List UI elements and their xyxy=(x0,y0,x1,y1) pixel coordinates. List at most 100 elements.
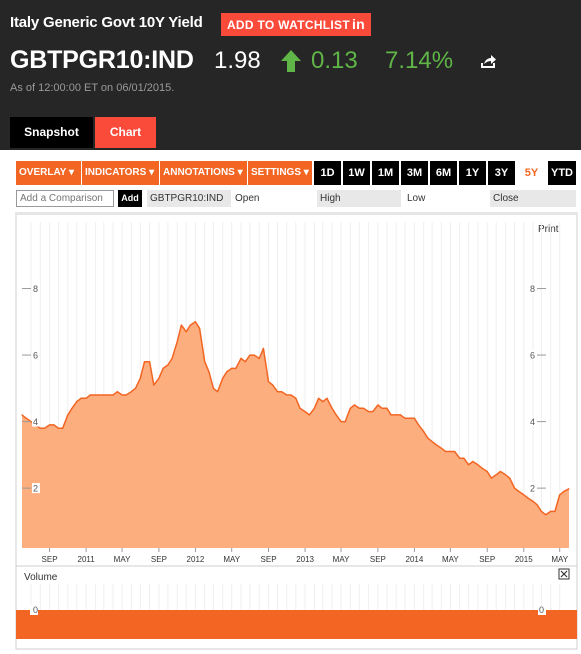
y-tick-label: 2 xyxy=(33,484,38,494)
volume-grid-lines xyxy=(30,584,561,610)
volume-tick-bg xyxy=(30,605,38,615)
data-point xyxy=(331,407,333,409)
range-1d-button[interactable]: 1D xyxy=(314,161,341,185)
data-point xyxy=(390,414,392,416)
annotations-menu[interactable]: ANNOTATIONS ▾ xyxy=(160,161,248,185)
range-1m-button[interactable]: 1M xyxy=(372,161,399,185)
data-point xyxy=(295,397,297,399)
range-3y-button[interactable]: 3Y xyxy=(488,161,515,185)
overlay-menu[interactable]: OVERLAY ▾ xyxy=(16,161,82,185)
y-tick-label: 8 xyxy=(33,284,38,294)
data-point xyxy=(459,457,461,459)
range-1w-button[interactable]: 1W xyxy=(343,161,370,185)
x-tick-label: SEP xyxy=(261,555,277,564)
range-6m-button[interactable]: 6M xyxy=(430,161,457,185)
indicators-menu[interactable]: INDICATORS ▾ xyxy=(82,161,160,185)
data-point xyxy=(158,377,160,379)
share-icon[interactable] xyxy=(479,54,497,70)
data-point xyxy=(504,474,507,476)
data-point xyxy=(217,391,219,393)
x-tick-label: SEP xyxy=(151,555,167,564)
close-icon[interactable] xyxy=(560,570,568,578)
data-point xyxy=(427,437,429,439)
volume-close-icon[interactable] xyxy=(558,568,570,580)
x-tick-label: 2015 xyxy=(515,555,533,564)
data-point xyxy=(368,411,370,413)
add-comparison-button[interactable]: Add xyxy=(118,190,142,207)
data-point xyxy=(486,470,488,473)
data-point xyxy=(527,497,529,499)
add-to-watchlist-button[interactable]: ADD TO WATCHLIST in xyxy=(221,13,371,36)
data-point xyxy=(536,504,538,506)
x-tick-label: MAY xyxy=(551,555,568,564)
x-tick-label: 2011 xyxy=(78,555,96,564)
data-point xyxy=(125,394,127,396)
data-point xyxy=(212,387,214,389)
range-3m-button[interactable]: 3M xyxy=(401,161,428,185)
range-5y-button[interactable]: 5Y xyxy=(518,161,545,185)
data-point xyxy=(308,414,310,416)
data-point xyxy=(286,394,288,396)
tab-snapshot[interactable]: Snapshot xyxy=(10,117,93,148)
y-tick-bg xyxy=(32,350,40,361)
data-point xyxy=(112,394,114,396)
data-point xyxy=(204,361,206,363)
up-arrow-icon xyxy=(281,50,301,72)
data-point xyxy=(43,427,46,429)
data-point xyxy=(435,444,437,446)
data-point xyxy=(143,361,146,363)
y-tick-bg xyxy=(32,483,40,494)
data-point xyxy=(344,421,346,423)
data-point xyxy=(189,324,191,326)
yield-chart: Print 2 2 4 4 6 6 8 8 SEP 2011 MAY SEP 2012 MAY SEP 20… xyxy=(15,212,578,650)
data-point xyxy=(281,391,283,393)
volume-tick-label: 0 xyxy=(33,605,38,615)
chart-toolbar: OVERLAY ▾ INDICATORS ▾ ANNOTATIONS ▾ SET… xyxy=(16,161,576,185)
watchlist-in-icon: in xyxy=(351,16,366,32)
last-price: 1.98 xyxy=(214,47,261,74)
data-point xyxy=(386,407,388,409)
data-point xyxy=(121,394,123,396)
data-point xyxy=(149,361,151,363)
data-point xyxy=(413,417,415,419)
data-point xyxy=(362,407,365,409)
data-point xyxy=(481,467,483,469)
range-1y-button[interactable]: 1Y xyxy=(459,161,486,185)
data-point xyxy=(349,407,351,409)
data-point xyxy=(495,474,497,476)
y-tick-label: 6 xyxy=(33,351,38,361)
print-button[interactable]: Print xyxy=(538,224,559,235)
as-of-timestamp: As of 12:00:00 ET on 06/01/2015. xyxy=(10,82,175,94)
overlay-label: OVERLAY xyxy=(19,167,67,178)
data-point xyxy=(130,391,132,393)
data-point xyxy=(53,424,55,426)
y-tick-bg xyxy=(528,283,536,294)
data-point xyxy=(176,341,178,343)
comparison-input[interactable] xyxy=(16,190,114,207)
y-tick-bg xyxy=(528,350,536,361)
data-point xyxy=(235,367,237,369)
data-point xyxy=(276,391,279,393)
data-point xyxy=(171,357,173,359)
low-label: Low xyxy=(404,190,488,207)
x-tick-label: 2014 xyxy=(406,555,424,564)
x-tick-label: MAY xyxy=(223,555,240,564)
data-point xyxy=(134,387,137,389)
data-point xyxy=(545,514,547,516)
data-point xyxy=(532,500,534,502)
data-point xyxy=(267,381,270,383)
data-point xyxy=(226,371,228,373)
data-point xyxy=(244,361,246,363)
range-ytd-button[interactable]: YTD xyxy=(548,161,576,185)
data-point xyxy=(49,424,51,426)
data-point xyxy=(377,404,379,406)
comparison-row: Add GBTPGR10:IND Open High Low Close xyxy=(16,189,576,209)
open-label: Open xyxy=(232,190,316,207)
tab-chart[interactable]: Chart xyxy=(95,117,156,148)
settings-menu[interactable]: SETTINGS ▾ xyxy=(248,161,312,185)
y-tick-bg xyxy=(528,416,536,427)
data-point xyxy=(262,347,264,349)
data-point xyxy=(57,427,60,429)
y-tick-bg xyxy=(32,283,40,294)
data-point xyxy=(518,490,520,492)
